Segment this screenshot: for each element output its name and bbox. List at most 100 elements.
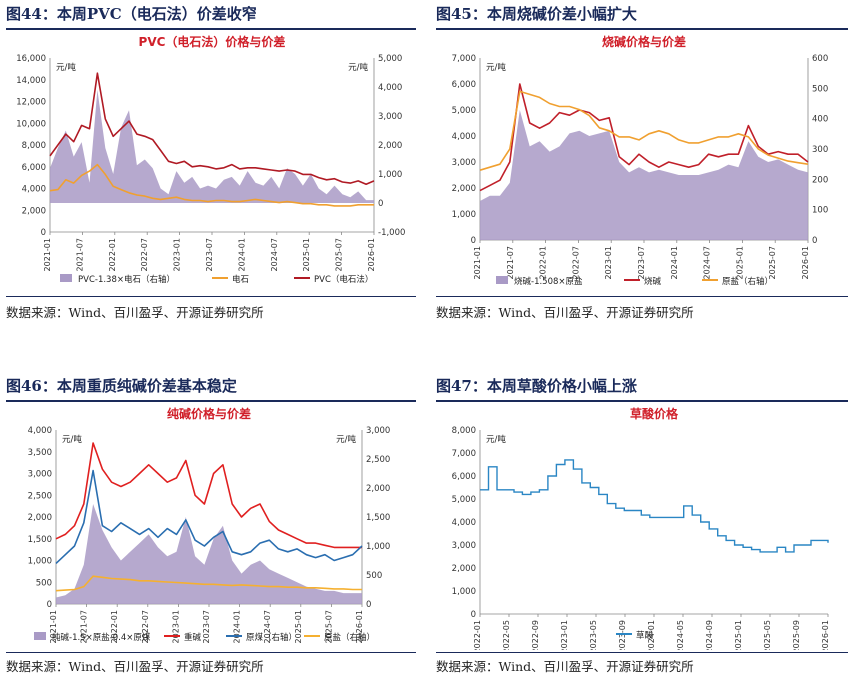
source-rule — [436, 652, 848, 653]
x-tick-label: 2025-01 — [294, 610, 303, 643]
right-tick-label: 300 — [812, 145, 828, 155]
right-tick-label: 1,000 — [378, 170, 402, 180]
source-note: 数据来源：Wind、百川盈孚、开源证券研究所 — [6, 305, 264, 320]
left-tick-label: 3,000 — [28, 470, 52, 480]
right-tick-label: 0 — [812, 236, 817, 246]
chart-title: 烧碱价格与价差 — [602, 34, 686, 49]
chart-title: 草酸价格 — [630, 406, 679, 421]
legend-swatch — [60, 274, 72, 282]
left-tick-label: 3,000 — [452, 158, 476, 168]
left-tick-label: 4,000 — [452, 518, 476, 528]
left-tick-label: 0 — [41, 228, 46, 238]
series-line — [49, 72, 375, 185]
x-tick-label: 2024-09 — [705, 620, 714, 650]
legend-label: 烧碱 — [644, 276, 662, 287]
left-tick-label: 8,000 — [452, 426, 476, 436]
right-tick-label: 500 — [812, 84, 828, 94]
x-tick-label: 2024-01 — [647, 620, 656, 650]
x-tick-label: 2025-01 — [734, 620, 743, 650]
legend-label: 原盐（右轴） — [324, 632, 375, 643]
left-tick-label: 1,500 — [28, 535, 52, 545]
right-tick-label: 1,500 — [366, 513, 390, 523]
legend-label: 电石 — [232, 274, 249, 285]
series-area — [480, 110, 808, 240]
legend-label: PVC-1.38×电石（右轴） — [78, 274, 175, 285]
x-tick-label: 2021-01 — [43, 238, 52, 271]
x-tick-label: 2023-07 — [205, 238, 214, 271]
legend-label: 原盐（右轴） — [722, 276, 773, 287]
right-tick-label: 0 — [366, 600, 371, 610]
left-tick-label: 6,000 — [452, 472, 476, 482]
x-tick-label: 2025-09 — [792, 620, 801, 650]
left-tick-label: 1,000 — [452, 587, 476, 597]
series-line — [480, 459, 829, 553]
right-tick-label: 400 — [812, 115, 828, 125]
title-rule — [436, 28, 848, 30]
left-tick-label: 7,000 — [452, 54, 476, 64]
x-tick-label: 2023-01 — [560, 620, 569, 650]
source-note: 数据来源：Wind、百川盈孚、开源证券研究所 — [6, 659, 264, 674]
series-line — [49, 163, 374, 207]
left-tick-label: 5,000 — [452, 106, 476, 116]
source-note: 数据来源：Wind、百川盈孚、开源证券研究所 — [436, 659, 694, 674]
x-tick-label: 2022-07 — [571, 246, 580, 279]
left-tick-label: 6,000 — [452, 80, 476, 90]
right-tick-label: 1,000 — [366, 542, 390, 552]
x-tick-label: 2022-09 — [531, 620, 540, 650]
source-rule — [436, 296, 848, 297]
left-tick-label: 0 — [471, 236, 476, 246]
left-tick-label: 3,500 — [28, 448, 52, 458]
x-tick-label: 2022-01 — [473, 620, 482, 650]
x-tick-label: 2023-07 — [637, 246, 646, 279]
right-tick-label: 100 — [812, 206, 828, 216]
x-tick-label: 2021-01 — [473, 246, 482, 279]
x-tick-label: 2021-07 — [80, 610, 89, 643]
x-tick-label: 2024-01 — [237, 238, 246, 271]
series-area — [56, 504, 362, 604]
left-tick-label: 1,000 — [452, 210, 476, 220]
title-rule — [6, 400, 416, 402]
left-axis-unit: 元/吨 — [486, 62, 506, 73]
figure-title: 图46：本周重质纯碱价差基本稳定 — [6, 377, 237, 395]
left-tick-label: 0 — [47, 600, 52, 610]
series-line — [479, 83, 809, 192]
x-tick-label: 2025-05 — [763, 620, 772, 650]
x-tick-label: 2024-05 — [676, 620, 685, 650]
x-tick-label: 2022-01 — [110, 610, 119, 643]
legend-label: 草酸 — [636, 630, 654, 641]
right-tick-label: 5,000 — [378, 54, 402, 64]
left-tick-label: 1,000 — [28, 557, 52, 567]
x-tick-label: 2024-01 — [670, 246, 679, 279]
left-axis-unit: 元/吨 — [486, 434, 506, 445]
x-tick-label: 2024-07 — [270, 238, 279, 271]
right-tick-label: 3,000 — [366, 426, 390, 436]
figure-title: 图47：本周草酸价格小幅上涨 — [436, 377, 637, 395]
title-rule — [6, 28, 416, 30]
left-tick-label: 0 — [471, 610, 476, 620]
x-tick-label: 2021-01 — [49, 610, 58, 643]
x-tick-label: 2022-07 — [141, 610, 150, 643]
x-tick-label: 2022-01 — [108, 238, 117, 271]
x-tick-label: 2021-07 — [506, 246, 515, 279]
x-tick-label: 2024-07 — [703, 246, 712, 279]
legend-label: 原煤（右轴） — [246, 632, 297, 643]
figure-title: 图44：本周PVC（电石法）价差收窄 — [6, 5, 257, 23]
x-tick-label: 2025-01 — [735, 246, 744, 279]
right-tick-label: -1,000 — [378, 228, 405, 238]
left-tick-label: 14,000 — [16, 76, 46, 86]
left-tick-label: 4,000 — [452, 132, 476, 142]
x-tick-label: 2026-01 — [801, 246, 810, 279]
series-line — [55, 469, 363, 564]
right-tick-label: 2,500 — [366, 455, 390, 465]
right-tick-label: 200 — [812, 175, 828, 185]
left-tick-label: 16,000 — [16, 54, 46, 64]
x-tick-label: 2025-07 — [335, 238, 344, 271]
source-rule — [6, 296, 416, 297]
figure-title: 图45：本周烧碱价差小幅扩大 — [436, 5, 637, 23]
chart-title: 纯碱价格与价差 — [167, 406, 251, 421]
left-tick-label: 12,000 — [16, 98, 46, 108]
legend-label: 重碱 — [184, 632, 202, 643]
x-tick-label: 2022-01 — [539, 246, 548, 279]
